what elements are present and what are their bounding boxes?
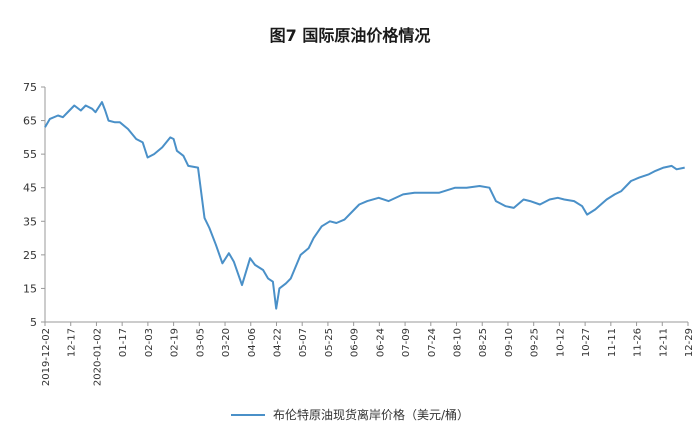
x-tick-label: 12-17 (67, 328, 78, 357)
x-tick-label: 09-25 (530, 328, 541, 357)
x-tick-label: 03-20 (221, 328, 232, 357)
x-tick-label: 06-09 (350, 328, 361, 357)
y-tick-label: 75 (23, 81, 37, 94)
legend-label: 布伦特原油现货离岸价格（美元/桶） (272, 408, 470, 422)
x-tick-label: 11-26 (633, 328, 644, 357)
x-tick-label: 02-03 (144, 328, 155, 357)
x-tick-label: 11-11 (607, 328, 618, 357)
y-tick-label: 35 (23, 215, 37, 228)
x-tick-label: 2019-12-02 (41, 328, 52, 386)
x-tick-label: 12-29 (684, 328, 695, 357)
chart-title: 图7 国际原油价格情况 (269, 26, 431, 45)
x-tick-label: 03-05 (195, 328, 206, 357)
y-tick-label: 55 (23, 148, 37, 161)
x-tick-label: 02-19 (170, 328, 181, 357)
legend: 布伦特原油现货离岸价格（美元/桶） (0, 406, 700, 423)
y-tick-label: 65 (23, 115, 37, 128)
x-tick-label: 08-10 (453, 328, 464, 357)
x-tick-label: 08-25 (478, 328, 489, 357)
x-tick-label: 04-22 (272, 328, 283, 357)
x-tick-label: 05-25 (324, 328, 335, 357)
series-line-brent (44, 101, 685, 310)
x-tick-label: 07-09 (401, 328, 412, 357)
x-tick-label: 07-24 (427, 328, 438, 357)
legend-line-swatch (230, 413, 265, 416)
y-tick-label: 45 (23, 182, 37, 195)
x-tick-label: 06-24 (375, 328, 386, 357)
y-tick-label: 15 (23, 282, 37, 295)
x-tick-label: 2020-01-02 (92, 328, 103, 386)
x-tick-label: 01-17 (118, 328, 129, 357)
x-tick-label: 10-12 (555, 328, 566, 357)
x-tick-label: 04-06 (247, 328, 258, 357)
x-tick-label: 05-07 (298, 328, 309, 357)
x-tick-label: 12-11 (658, 328, 669, 357)
x-tick-label: 10-27 (581, 328, 592, 357)
x-tick-label: 09-10 (504, 328, 515, 357)
y-tick-label: 25 (23, 249, 37, 262)
y-tick-label: 5 (30, 316, 37, 329)
